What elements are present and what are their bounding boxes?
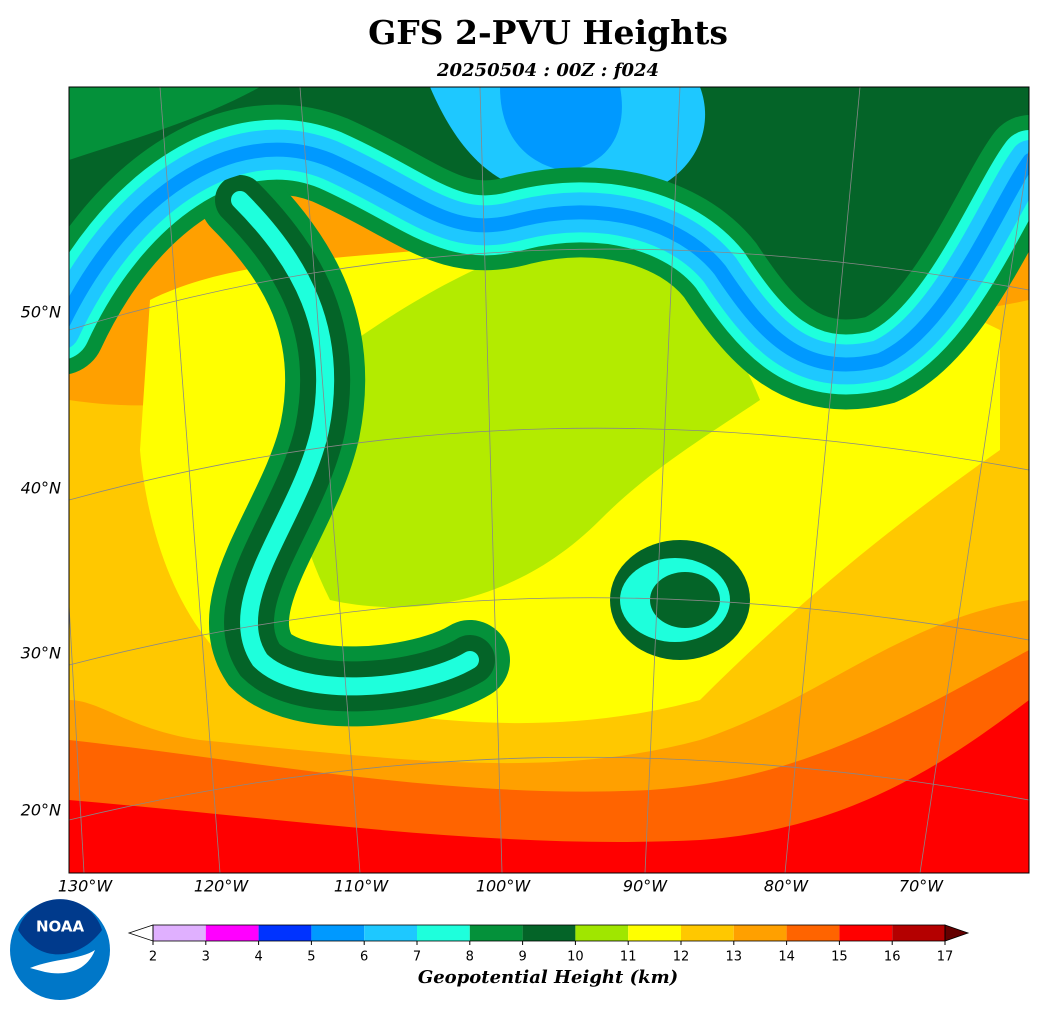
colorbar-tick-label: 15 <box>831 950 848 965</box>
colorbar-tick-label: 3 <box>202 950 210 965</box>
lat-label: 40°N <box>21 479 61 498</box>
logo-text: NOAA <box>36 918 85 936</box>
colorbar-segment <box>417 925 470 941</box>
title: GFS 2-PVU Heights <box>368 13 728 52</box>
colorbar-tick-label: 14 <box>778 950 795 965</box>
colorbar-segment <box>575 925 629 941</box>
colorbar-tick-label: 6 <box>360 950 368 965</box>
axis-labels: 50°N 40°N 30°N 20°N 130°W 120°W 110°W 100°W 90°W… <box>21 303 945 896</box>
colorbar-segment <box>522 925 576 941</box>
colorbar-tick-label: 12 <box>673 950 690 965</box>
colorbar-label: Geopotential Height (km) <box>418 967 678 988</box>
colorbar-tick-label: 2 <box>149 950 157 965</box>
lon-label: 110°W <box>334 877 390 896</box>
lat-label: 30°N <box>21 644 61 663</box>
colorbar-segment <box>364 925 417 941</box>
colorbar-segment <box>628 925 681 941</box>
colorbar-segment <box>153 925 206 941</box>
colorbar-frame <box>152 924 946 942</box>
colorbar-under <box>127 924 154 942</box>
colorbar-tick-label: 16 <box>884 950 901 965</box>
lat-label: 50°N <box>21 303 61 322</box>
colorbar-segment <box>258 925 312 941</box>
subtitle: 20250504 : 00Z : f024 <box>436 60 659 81</box>
noaa-logo: NOAA <box>10 899 110 1000</box>
colorbar-segment <box>786 925 840 941</box>
map <box>68 86 1030 874</box>
colorbar-tick-label: 4 <box>254 950 262 965</box>
lon-label: 70°W <box>899 877 944 896</box>
colorbar-tick-label: 11 <box>620 950 637 965</box>
lon-label: 130°W <box>58 877 114 896</box>
lat-label: 20°N <box>21 801 61 820</box>
colorbar-over <box>944 924 970 942</box>
colorbar-tick-label: 5 <box>307 950 315 965</box>
colorbar-segment <box>205 925 259 941</box>
lon-label: 100°W <box>476 877 532 896</box>
lon-label: 90°W <box>623 877 668 896</box>
colorbar-tick-label: 7 <box>413 950 421 965</box>
colorbar-tick-label: 8 <box>466 950 474 965</box>
colorbar-tick-label: 10 <box>567 950 584 965</box>
colorbar-segment <box>311 925 365 941</box>
lon-label: 80°W <box>764 877 809 896</box>
colorbar: 2 3 4 5 6 7 8 9 10 11 12 13 14 15 16 17 <box>127 924 970 965</box>
colorbar-tick-label: 9 <box>518 950 526 965</box>
colorbar-tick-label: 13 <box>726 950 743 965</box>
colorbar-segment <box>839 925 893 941</box>
colorbar-segment <box>681 925 734 941</box>
colorbar-segment <box>469 925 523 941</box>
colorbar-segment <box>892 925 945 941</box>
lon-label: 120°W <box>194 877 250 896</box>
colorbar-segment <box>733 925 787 941</box>
colorbar-tick-label: 17 <box>937 950 954 965</box>
